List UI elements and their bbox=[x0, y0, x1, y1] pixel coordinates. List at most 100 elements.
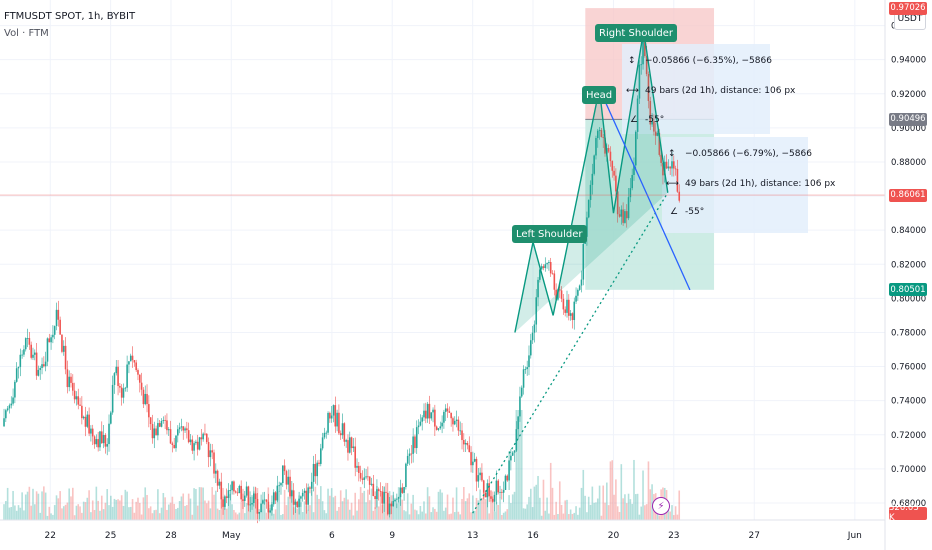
volume-bar bbox=[162, 492, 165, 520]
volume-bar bbox=[166, 509, 168, 520]
candle-body bbox=[262, 500, 264, 504]
candle-body bbox=[129, 355, 132, 362]
candle-body bbox=[274, 492, 277, 501]
candle-body bbox=[180, 426, 183, 428]
candle-body bbox=[410, 453, 413, 455]
candle-body bbox=[234, 491, 237, 493]
candle-body bbox=[167, 429, 170, 431]
volume-bar bbox=[510, 503, 512, 520]
volume-bar bbox=[678, 490, 681, 520]
volume-bar bbox=[405, 511, 407, 520]
right-shoulder-label[interactable]: Right Shoulder bbox=[595, 24, 678, 42]
volume-bar bbox=[647, 461, 650, 520]
volume-bar bbox=[178, 501, 181, 520]
candle-body bbox=[55, 309, 58, 327]
volume-bar bbox=[676, 514, 679, 520]
measure1-bars: 49 bars (2d 1h), distance: 106 px bbox=[645, 86, 796, 96]
candle-body bbox=[377, 489, 380, 492]
volume-bar bbox=[341, 501, 344, 520]
volume-bar bbox=[426, 487, 429, 520]
candle-body bbox=[573, 301, 576, 321]
volume-bar bbox=[508, 495, 510, 520]
candle-body bbox=[386, 492, 389, 515]
x-tick-label: 6 bbox=[329, 531, 335, 541]
candle-body bbox=[75, 396, 78, 400]
volume-bar bbox=[189, 498, 192, 520]
candle-body bbox=[149, 417, 152, 425]
candle-body bbox=[86, 414, 89, 427]
candle-body bbox=[59, 319, 61, 335]
candle-body bbox=[578, 285, 581, 290]
candle-body bbox=[466, 442, 469, 446]
candle-body bbox=[359, 472, 362, 479]
candle-body bbox=[548, 262, 550, 264]
volume-bar bbox=[269, 508, 271, 520]
volume-bar bbox=[531, 507, 534, 520]
volume-bar bbox=[379, 492, 382, 520]
candle-body bbox=[301, 492, 304, 497]
volume-bar bbox=[441, 492, 443, 520]
volume-bar bbox=[119, 500, 121, 520]
volume-bar bbox=[634, 494, 637, 520]
volume-bar bbox=[491, 491, 494, 520]
volume-bar bbox=[606, 482, 608, 520]
candle-body bbox=[519, 396, 521, 417]
volume-bar bbox=[8, 507, 11, 520]
volume-bar bbox=[564, 500, 566, 520]
volume-bar bbox=[200, 487, 203, 520]
candle-body bbox=[247, 486, 250, 506]
candle-body bbox=[193, 443, 195, 451]
candle-body bbox=[580, 279, 583, 286]
volume-bar bbox=[262, 492, 264, 520]
volume-bar bbox=[310, 489, 313, 520]
x-tick-label: 13 bbox=[467, 531, 478, 541]
candle-body bbox=[338, 412, 340, 434]
candle-body bbox=[515, 429, 518, 451]
candle-body bbox=[336, 412, 338, 427]
candle-body bbox=[100, 431, 103, 444]
volume-bar bbox=[425, 513, 427, 520]
volume-bar bbox=[515, 410, 518, 520]
head-label[interactable]: Head bbox=[582, 86, 617, 104]
volume-bar bbox=[39, 512, 42, 520]
candle-body bbox=[251, 502, 253, 505]
candle-body bbox=[535, 297, 538, 325]
candle-body bbox=[238, 485, 241, 494]
left-shoulder-label[interactable]: Left Shoulder bbox=[512, 225, 587, 243]
candle-body bbox=[662, 162, 664, 176]
candle-body bbox=[195, 441, 197, 444]
candle-body bbox=[117, 366, 119, 386]
x-tick-label: 28 bbox=[165, 531, 177, 541]
volume-bar bbox=[126, 491, 128, 520]
candle-body bbox=[381, 491, 384, 504]
volume-bar bbox=[537, 475, 539, 520]
candle-body bbox=[131, 355, 134, 361]
volume-bar bbox=[28, 486, 31, 520]
volume-bar bbox=[164, 497, 166, 520]
trend-line bbox=[598, 88, 691, 291]
volume-bar bbox=[461, 498, 463, 520]
x-tick-label: 16 bbox=[527, 531, 539, 541]
candle-body bbox=[24, 338, 27, 350]
candle-body bbox=[611, 161, 614, 171]
volume-bar bbox=[66, 502, 69, 520]
candle-body bbox=[106, 444, 109, 447]
candle-body bbox=[124, 387, 127, 389]
volume-bar bbox=[155, 509, 157, 520]
volume-bar bbox=[359, 486, 362, 520]
volume-bar bbox=[231, 504, 233, 520]
candle-body bbox=[419, 421, 422, 426]
candle-body bbox=[218, 481, 221, 486]
volume-bar bbox=[278, 491, 280, 520]
volume-bar bbox=[620, 464, 623, 520]
measure-boxes[interactable] bbox=[622, 44, 808, 233]
candle-body bbox=[46, 338, 49, 362]
candle-body bbox=[551, 273, 554, 275]
candle-body bbox=[41, 364, 43, 368]
volume-indicator-label[interactable]: Vol · FTM bbox=[4, 28, 49, 39]
volume-bar bbox=[140, 514, 143, 520]
volume-bar bbox=[289, 489, 291, 520]
lightning-icon[interactable]: ⚡ bbox=[652, 497, 670, 515]
